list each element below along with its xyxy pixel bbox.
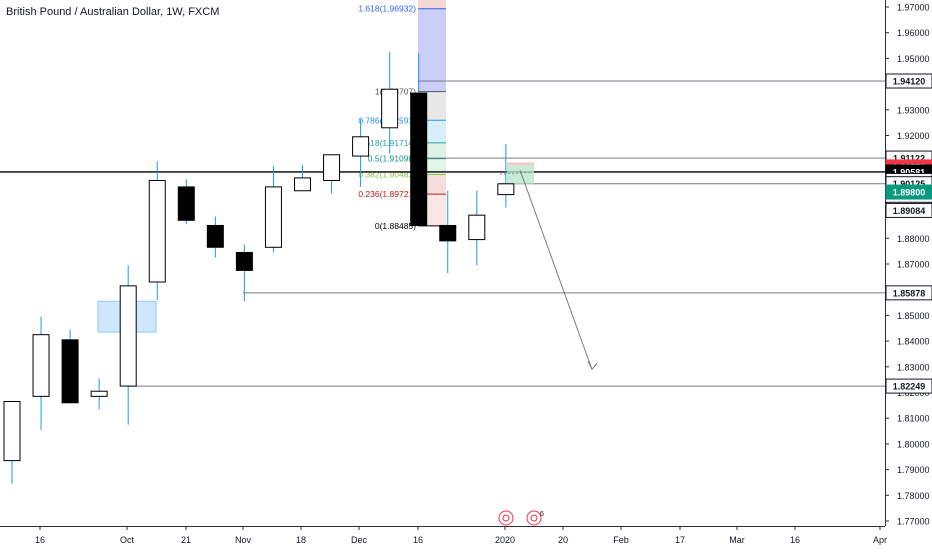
price-tick-label: 1.96000: [897, 28, 930, 38]
price-tick-label: 1.93000: [897, 105, 930, 115]
price-tick-label: 1.81000: [897, 414, 930, 424]
time-tick-label: 21: [181, 535, 191, 545]
candle-body: [410, 92, 428, 226]
chart-title: British Pound / Australian Dollar, 1W, F…: [6, 6, 220, 18]
price-badge-label: 1.89800: [893, 188, 926, 198]
price-tick-label: 1.77000: [897, 517, 930, 527]
candle-body: [439, 224, 457, 242]
time-tick-label: Nov: [235, 535, 252, 545]
fib-level-label: 1.618(1.96932): [358, 4, 416, 14]
price-badge-label: 1.90581: [893, 167, 926, 177]
time-tick-label: 16: [413, 535, 423, 545]
price-tick-label: 1.97000: [897, 3, 930, 13]
position-zone-stop: [507, 162, 534, 166]
price-badge-label: 1.94120: [893, 77, 926, 87]
fib-zone: [418, 8, 446, 92]
fib-level-label: 0.236(1.89721): [358, 189, 416, 199]
time-tick-label: Mar: [729, 535, 745, 545]
price-tick-label: 1.85000: [897, 311, 930, 321]
price-tick-label: 1.84000: [897, 337, 930, 347]
price-tick-label: 1.87000: [897, 260, 930, 270]
event-icon-inner: [502, 514, 510, 522]
price-axis: [885, 0, 932, 550]
projection-dashed-line: [499, 171, 531, 175]
time-tick-label: 20: [558, 535, 568, 545]
event-icon: [498, 510, 514, 526]
price-badge: [885, 184, 932, 200]
price-badge-label: 1.90125: [893, 179, 926, 189]
candle-body: [3, 400, 21, 462]
fib-level-label: 0.618(1.91714): [358, 138, 416, 148]
candle-body: [177, 186, 195, 221]
candle-body: [294, 177, 311, 192]
projection-arrow-line: [519, 170, 593, 370]
time-tick-label: 16: [790, 535, 800, 545]
price-badge: [885, 73, 932, 89]
fib-level-label: 0.5(1.91098): [368, 154, 416, 164]
price-badge: [885, 378, 932, 394]
price-badge-label: 1.85878: [893, 288, 926, 298]
fib-level-label: 0(1.88485): [375, 221, 416, 231]
event-icon-inner: [530, 514, 538, 522]
projection-arrow-head: [587, 361, 598, 371]
time-tick-label: Apr: [873, 535, 887, 545]
candle-body: [323, 154, 341, 181]
price-tick-label: 1.95000: [897, 54, 930, 64]
price-badge: [885, 202, 932, 218]
price-tick-label: 1.80000: [897, 439, 930, 449]
price-badge-label: 1.89084: [893, 206, 926, 216]
event-count-badge: 6: [540, 511, 544, 518]
candle-body: [497, 183, 515, 196]
time-tick-label: Dec: [351, 535, 368, 545]
time-tick-label: 18: [296, 535, 306, 545]
time-tick-label: 16: [35, 535, 45, 545]
price-badge: [885, 285, 932, 301]
candle-body: [90, 390, 108, 397]
fib-level-label: 0.382(1.90483): [358, 169, 416, 179]
time-tick-label: 2020: [495, 535, 515, 545]
candle-body: [119, 285, 137, 387]
price-tick-label: 1.92000: [897, 131, 930, 141]
position-zone: [507, 165, 534, 184]
price-tick-label: 1.79000: [897, 465, 930, 475]
price-badge-label: 1.82249: [893, 382, 926, 392]
candle-body: [468, 214, 486, 241]
fib-zone: [418, 0, 446, 9]
price-tick-label: 1.88000: [897, 234, 930, 244]
price-badge-label: 1.91122: [893, 154, 925, 164]
price-tick-label: 1.83000: [897, 362, 930, 372]
event-icon: [526, 510, 542, 526]
time-tick-label: Feb: [613, 535, 629, 545]
time-tick-label: 17: [675, 535, 685, 545]
candle-body: [352, 136, 370, 157]
candle-body: [61, 339, 79, 404]
candle-body: [148, 179, 166, 283]
candle-body: [32, 334, 50, 397]
candle-body: [264, 186, 282, 248]
candle-body: [235, 251, 253, 271]
candle-body: [381, 88, 399, 129]
price-tick-label: 1.78000: [897, 491, 930, 501]
candle-body: [206, 224, 224, 248]
time-tick-label: Oct: [120, 535, 135, 545]
